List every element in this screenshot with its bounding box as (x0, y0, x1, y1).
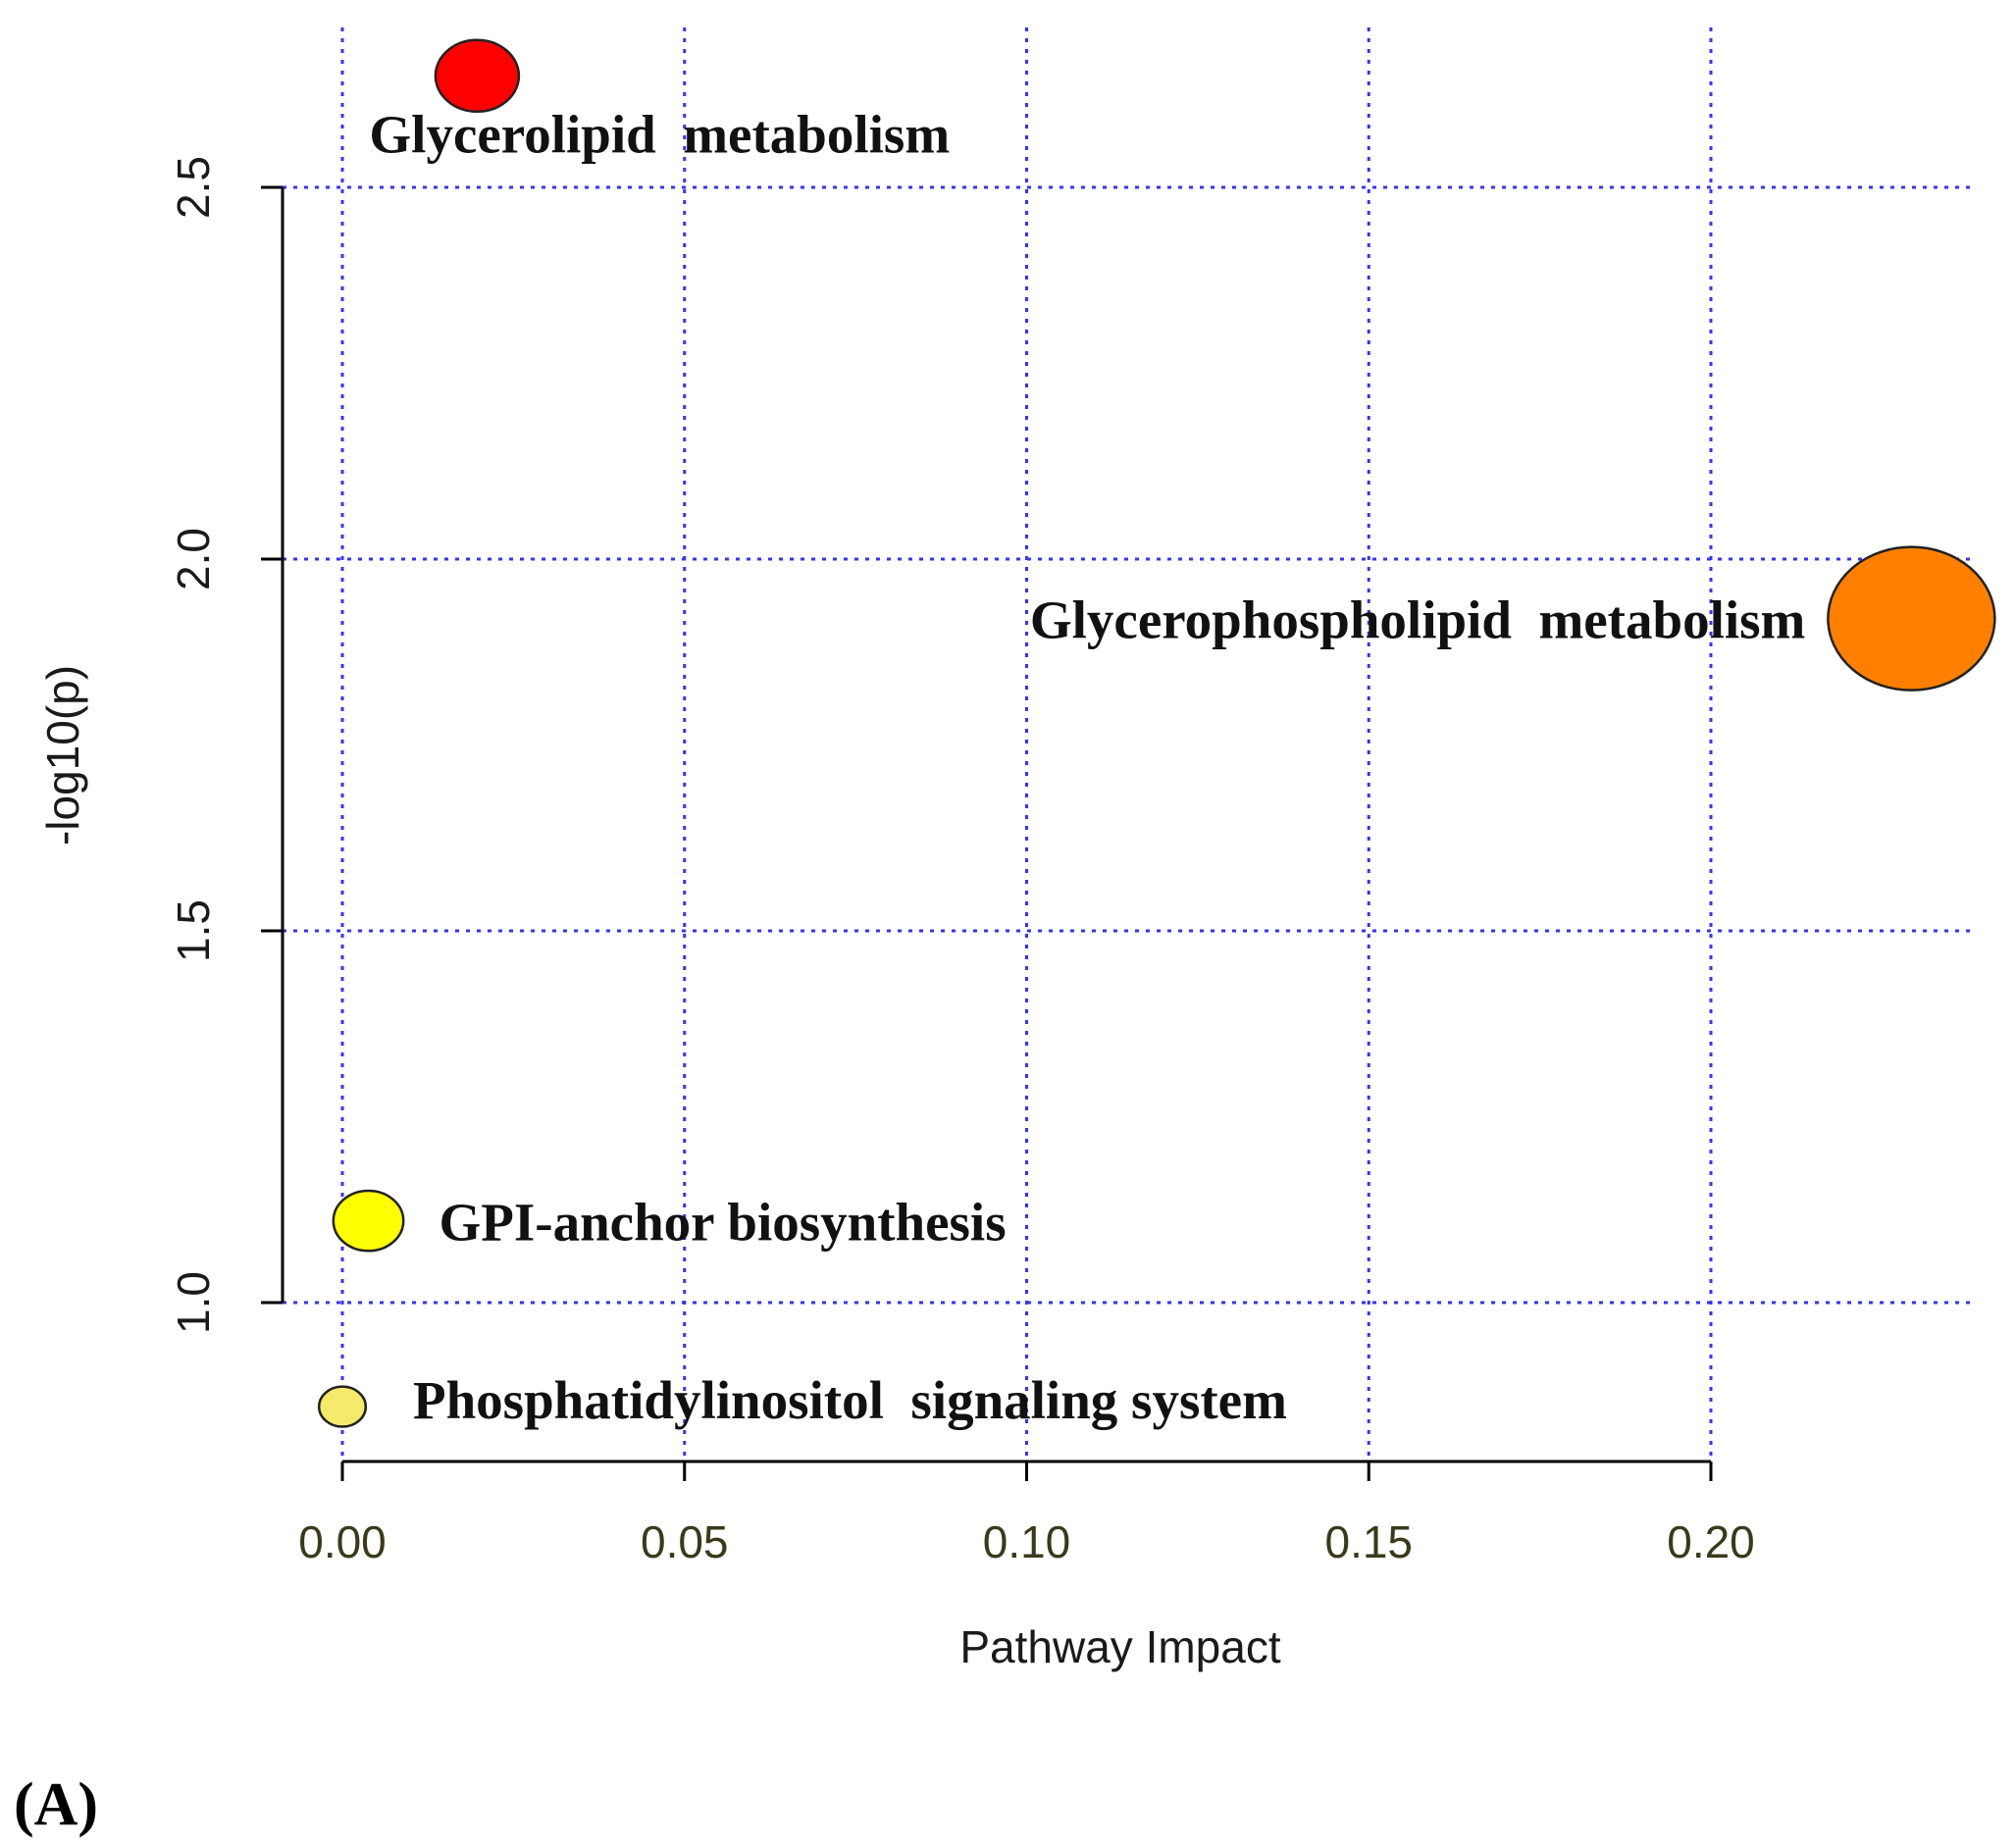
data-point-2 (332, 1189, 405, 1253)
y-axis-ticks: 1.0 1.5 2.0 2.5 (168, 156, 283, 1334)
point-label-2: GPI-anchor biosynthesis (439, 1193, 1007, 1253)
y-axis-title: -log10(p) (37, 665, 88, 846)
point-label-3: Phosphatidylinositol signaling system (413, 1370, 1287, 1430)
y-tick-label-0: 1.0 (168, 1271, 219, 1334)
y-tick-label-3: 2.5 (168, 156, 219, 219)
x-tick-label-0: 0.00 (298, 1516, 387, 1567)
x-axis-ticks: 0.00 0.05 0.10 0.15 0.20 (298, 1461, 1755, 1567)
axes (281, 187, 1711, 1463)
point-labels: Glycerolipid metabolism Glycerophospholip… (369, 104, 1805, 1430)
data-point-3 (317, 1385, 368, 1428)
data-points (317, 38, 1996, 1428)
y-tick-label-1: 1.5 (168, 899, 219, 962)
point-label-0: Glycerolipid metabolism (369, 104, 950, 164)
x-tick-label-3: 0.15 (1324, 1516, 1413, 1567)
y-tick-label-2: 2.0 (168, 528, 219, 590)
data-point-1 (1827, 545, 1996, 692)
point-label-1: Glycerophospholipid metabolism (1030, 590, 1806, 650)
grid-lines (283, 27, 1977, 1461)
x-tick-label-1: 0.05 (641, 1516, 729, 1567)
panel-label: (A) (14, 1771, 98, 1838)
x-tick-label-4: 0.20 (1667, 1516, 1755, 1567)
data-point-0 (434, 38, 521, 114)
x-tick-label-2: 0.10 (983, 1516, 1071, 1567)
x-axis-title: Pathway Impact (959, 1621, 1280, 1672)
